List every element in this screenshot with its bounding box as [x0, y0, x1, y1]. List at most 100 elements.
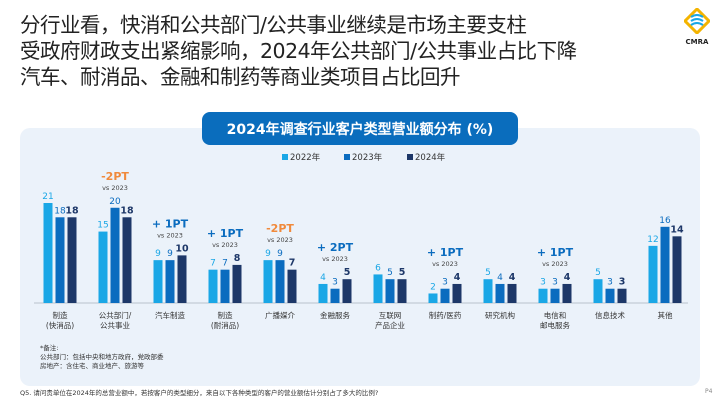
change-annotation: -2PT — [101, 170, 129, 183]
x-tick-label: (快消品) — [46, 320, 74, 330]
bar — [208, 269, 218, 303]
data-label: 9 — [277, 249, 283, 259]
bar — [550, 288, 560, 303]
data-label: 9 — [167, 249, 173, 259]
data-label: 7 — [210, 259, 216, 269]
x-tick-label: (耐消品) — [211, 320, 239, 330]
change-annotation: + 1PT — [152, 217, 189, 230]
question-footnote: Q5. 请问贵单位在2024年的总营业额中，若按客户的类型细分，来自以下各种类型… — [20, 389, 379, 397]
note-line: 房地产：含住宅、商业地产、旅游等 — [40, 362, 144, 370]
data-label: 18 — [65, 205, 79, 216]
change-annotation-sub: vs 2023 — [322, 255, 348, 263]
bar — [220, 269, 230, 303]
x-tick-label: 电信和 — [544, 310, 567, 320]
x-tick-label: 制造 — [53, 310, 68, 320]
title-line: 分行业看，快消和公共部门/公共事业继续是市场主要支柱 — [20, 13, 527, 37]
bar — [165, 260, 175, 303]
data-label: 21 — [42, 192, 53, 202]
legend-label: 2023年 — [352, 152, 383, 163]
data-label: 4 — [454, 272, 461, 283]
data-label: 3 — [619, 277, 626, 288]
bar — [153, 260, 163, 303]
data-label: 18 — [120, 205, 134, 216]
data-label: 9 — [265, 249, 271, 259]
bar — [263, 260, 273, 303]
x-tick-label: 邮电服务 — [540, 320, 570, 330]
data-label: 7 — [222, 259, 228, 269]
data-label: 20 — [109, 197, 121, 207]
bar — [342, 279, 352, 303]
x-tick-label: 研究机构 — [485, 310, 515, 320]
slide-title: 分行业看，快消和公共部门/公共事业继续是市场主要支柱 受政府财政支出紧缩影响，2… — [20, 12, 577, 90]
bar — [428, 293, 438, 303]
bar — [177, 255, 187, 303]
page-number: P4 — [705, 388, 713, 395]
data-label: 5 — [387, 268, 393, 278]
data-label: 3 — [552, 278, 558, 288]
bar — [605, 288, 615, 303]
data-label: 5 — [399, 267, 406, 278]
x-tick-label: 公共事业 — [100, 320, 130, 330]
notes: *备注: 公共部门：包括中央和地方政府，党政部委 房地产：含住宅、商业地产、旅游… — [40, 344, 164, 371]
bar — [397, 279, 407, 303]
legend-label: 2024年 — [415, 152, 446, 163]
x-tick-label: 产品企业 — [375, 320, 405, 330]
x-tick-label: 制造 — [218, 310, 233, 320]
bar — [483, 279, 493, 303]
change-annotation-sub: vs 2023 — [212, 241, 238, 249]
bar — [538, 288, 548, 303]
change-annotation-sub: vs 2023 — [157, 231, 183, 239]
data-label: 5 — [485, 268, 491, 278]
data-label: 14 — [670, 224, 684, 235]
bar — [648, 245, 658, 303]
bar — [507, 283, 517, 303]
note-line: *备注: — [40, 344, 59, 352]
data-label: 3 — [540, 278, 546, 288]
change-annotation: + 1PT — [427, 246, 464, 259]
change-annotation: + 1PT — [207, 227, 244, 240]
change-annotation: -2PT — [266, 222, 294, 235]
data-label: 4 — [509, 272, 516, 283]
bar — [373, 274, 383, 303]
legend-label: 2022年 — [290, 152, 321, 163]
x-tick-label: 汽车制造 — [155, 310, 185, 320]
legend-swatch — [282, 154, 288, 160]
change-annotation: + 2PT — [317, 241, 354, 254]
x-tick-label: 金融服务 — [320, 310, 350, 320]
change-annotation-sub: vs 2023 — [102, 184, 128, 192]
x-tick-label: 其他 — [658, 310, 673, 320]
bar — [67, 217, 77, 303]
title-line: 受政府财政支出紧缩影响，2024年公共部门/公共事业占比下降 — [20, 39, 577, 63]
logo-mark-icon — [682, 6, 712, 36]
bar — [660, 226, 670, 303]
cmra-logo: CMRA — [680, 6, 714, 46]
x-tick-label: 信息技术 — [595, 310, 625, 320]
bar — [495, 283, 505, 303]
data-label: 16 — [659, 216, 671, 226]
data-label: 8 — [234, 253, 241, 264]
data-label: 10 — [175, 243, 189, 254]
legend-swatch — [344, 154, 350, 160]
legend-swatch — [407, 154, 413, 160]
bar — [232, 264, 242, 303]
bar — [440, 288, 450, 303]
data-label: 4 — [320, 273, 326, 283]
bar — [617, 288, 627, 303]
title-line: 汽车、耐消品、金融和制药等商业类项目占比回升 — [20, 65, 460, 89]
bar — [275, 260, 285, 303]
data-label: 5 — [344, 267, 351, 278]
data-label: 4 — [497, 273, 503, 283]
bar — [318, 283, 328, 303]
data-label: 15 — [97, 221, 108, 231]
change-annotation-sub: vs 2023 — [542, 260, 568, 268]
data-label: 3 — [442, 278, 448, 288]
data-label: 3 — [332, 278, 338, 288]
logo-text: CMRA — [685, 38, 709, 46]
bar — [122, 217, 132, 303]
data-label: 4 — [564, 272, 571, 283]
change-annotation: + 1PT — [537, 246, 574, 259]
bar — [55, 217, 65, 303]
x-tick-label: 广播媒介 — [265, 310, 295, 320]
bar — [110, 207, 120, 303]
